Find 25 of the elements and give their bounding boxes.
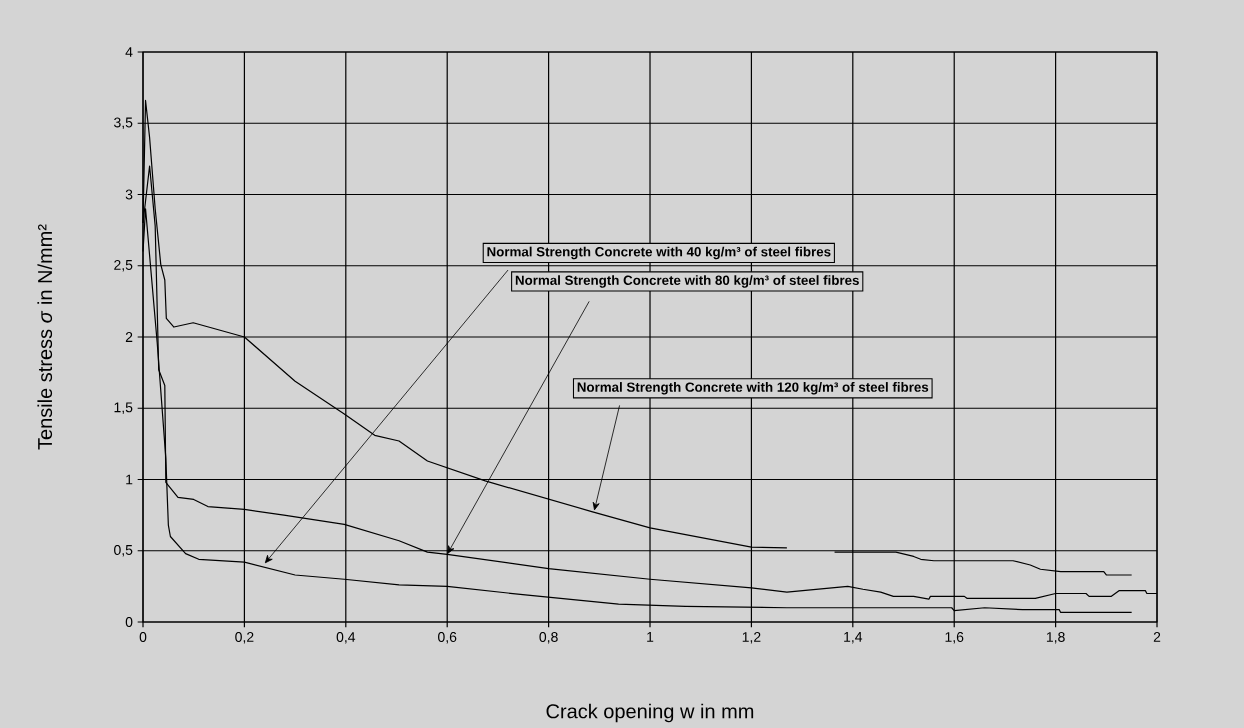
y-axis-title: Tensile stress σ in N/mm²: [37, 224, 53, 450]
x-tick-label: 1,6: [945, 632, 964, 644]
y-tick-label: 2,5: [114, 259, 133, 272]
y-tick-label: 3,5: [114, 117, 133, 130]
x-tick-label: 0,2: [235, 632, 254, 644]
x-tick-label: 1: [647, 632, 654, 642]
x-tick-label: 0: [139, 632, 147, 642]
y-tick-label: 2: [125, 332, 133, 342]
x-tick-label: 1,4: [844, 632, 863, 644]
y-tick-label: 1: [126, 474, 133, 485]
x-tick-label: 0,4: [336, 632, 356, 644]
annotation: Normal Strength Concrete with 120 kg/m³ of steel fibres: [577, 382, 929, 395]
annotation: Normal Strength Concrete with 80 kg/m³ of steel fibres: [515, 275, 859, 288]
y-tick-label: 1,5: [114, 402, 133, 414]
y-tick-label: 0: [125, 617, 133, 627]
x-axis-title: Crack opening w in mm: [546, 703, 754, 723]
x-tick-label: 0,8: [539, 632, 558, 644]
x-tick-label: 2: [1153, 632, 1161, 642]
annotation: Normal Strength Concrete with 40 kg/m³ of steel fibres: [487, 246, 831, 260]
x-tick-label: 1,2: [742, 632, 761, 644]
y-tick-label: 4: [125, 47, 133, 57]
y-tick-label: 3: [125, 189, 133, 200]
y-tick-label: 0,5: [114, 544, 133, 557]
x-tick-label: 1,8: [1046, 632, 1065, 644]
x-tick-label: 0,6: [438, 632, 457, 644]
